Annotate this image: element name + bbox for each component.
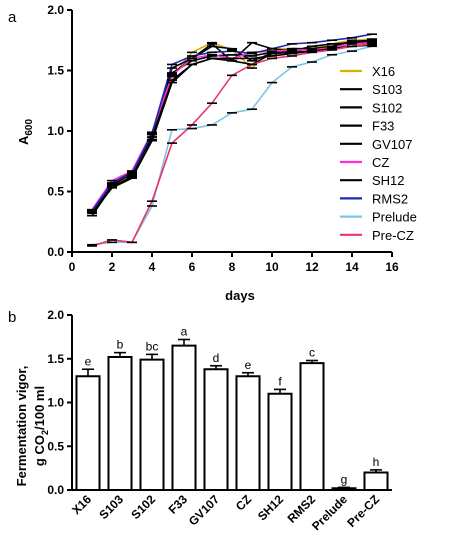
panel-a-y-axis-title-main: A — [16, 135, 31, 145]
panel-a-x-tick-label: 12 — [305, 260, 319, 274]
significance-letter-gv107: d — [213, 351, 220, 365]
bar-prelude — [331, 487, 357, 491]
panel-a-x-tick-label: 8 — [229, 260, 236, 274]
panel-a-x-tick-label: 0 — [69, 260, 76, 274]
legend-label-s103: S103 — [372, 82, 402, 97]
significance-letter-pre-cz: h — [373, 455, 380, 469]
bar-rms2 — [299, 362, 325, 491]
series-line-x16 — [91, 38, 373, 213]
panel-b-y-axis-title-line1: Fermentation vigor, — [14, 366, 29, 487]
series-line-f33 — [91, 43, 373, 212]
panel-a-x-tick-label: 10 — [265, 260, 279, 274]
panel-a-y-tick-label: 2.0 — [47, 3, 64, 17]
bar-s102 — [139, 358, 165, 491]
x-tick-label-pre-cz: Pre-CZ — [344, 492, 382, 530]
bar-sh12 — [267, 392, 293, 491]
panel-a-y-tick-label: 0.5 — [47, 185, 64, 199]
panel-a-label: a — [8, 9, 17, 26]
panel-b-label: b — [8, 309, 16, 326]
series-line-gv107 — [91, 41, 373, 217]
panel-b-y-axis-title-line2-suffix: /100 ml — [32, 386, 47, 430]
panel-a-x-axis-title: days — [225, 288, 255, 303]
panel-a-x-tick-label: 6 — [189, 260, 196, 274]
significance-letter-x16: e — [85, 354, 92, 368]
panel-b-y-tick-label: 2.0 — [47, 308, 64, 322]
significance-letter-f33: a — [181, 325, 188, 339]
significance-letter-s103: b — [117, 338, 124, 352]
panel-a-y-axis-title: A600 — [16, 119, 35, 146]
panel-a-x-tick-label: 16 — [385, 260, 399, 274]
panel-a-y-tick-label: 1.5 — [47, 64, 64, 78]
series-line-cz — [91, 41, 373, 211]
panel-a-y-axis-title-subscript: 600 — [24, 119, 35, 136]
x-tick-label-cz: CZ — [233, 492, 254, 513]
panel-b-y-tick-label: 1.0 — [47, 396, 64, 410]
bar-cz — [235, 375, 261, 491]
panel-b-y-tick-label: 1.5 — [47, 352, 64, 366]
x-tick-label-gv107: GV107 — [186, 492, 223, 529]
significance-letter-s102: bc — [146, 339, 159, 353]
significance-letter-cz: e — [245, 358, 252, 372]
panel-b-y-axis-title-line2: g CO2/100 ml — [32, 386, 50, 466]
panel-a-x-tick-label: 2 — [109, 260, 116, 274]
x-tick-label-x16: X16 — [69, 492, 94, 517]
panel-b-y-axis-title-subscript: 2 — [40, 430, 50, 435]
legend-label-x16: X16 — [372, 64, 395, 79]
legend-label-rms2: RMS2 — [372, 191, 408, 206]
x-tick-label-s102: S102 — [128, 492, 158, 522]
panel-b-bar-chart: b 0.0 0.5 1.0 1.5 2.0 Fermentation vigor, g … — [8, 308, 392, 533]
panel-b-y-tick-label: 0.5 — [47, 439, 64, 453]
legend-label-cz: CZ — [372, 155, 389, 170]
bar-gv107 — [203, 368, 229, 491]
legend-label-f33: F33 — [372, 119, 394, 134]
significance-letter-rms2: c — [309, 346, 315, 360]
panel-a-x-tick-label: 4 — [149, 260, 156, 274]
series-line-sh12 — [91, 44, 373, 214]
x-tick-label-s103: S103 — [96, 492, 126, 522]
x-tick-label-sh12: SH12 — [255, 492, 286, 523]
x-tick-label-f33: F33 — [166, 492, 191, 517]
series-line-pre-cz — [91, 43, 373, 247]
legend-label-gv107: GV107 — [372, 137, 412, 152]
panel-a-x-tick-label: 14 — [345, 260, 359, 274]
panel-b-bars: eX16bS103bcS102aF33dGV107eCZfSH12cRMS2gP… — [69, 325, 389, 533]
panel-b-y-tick-label: 0.0 — [47, 483, 64, 497]
significance-letter-prelude: g — [341, 472, 348, 486]
panel-a-y-tick-label: 0.0 — [47, 245, 64, 259]
panel-a-axes: 0.0 0.5 1.0 1.5 2.0 0 2 4 6 8 10 12 14 16 — [47, 3, 399, 274]
panel-b-y-axis-title-line2-prefix: g CO — [32, 435, 47, 466]
legend-label-s102: S102 — [372, 100, 402, 115]
bar-x16 — [75, 375, 101, 491]
bar-f33 — [171, 344, 197, 491]
panel-a-line-chart: a 0.0 0.5 1.0 1.5 2.0 0 2 4 6 8 10 12 14 16 A600 days… — [8, 3, 417, 303]
legend-label-prelude: Prelude — [372, 210, 417, 225]
legend-label-pre-cz: Pre-CZ — [372, 228, 414, 243]
panel-a-y-tick-label: 1.0 — [47, 124, 64, 138]
bar-pre-cz — [363, 471, 389, 491]
x-tick-label-prelude: Prelude — [309, 492, 350, 533]
panel-a-legend: X16 S103 S102 F33 GV107 CZ SH12 RMS2 Prelude Pre-… — [340, 64, 417, 243]
bar-s103 — [107, 356, 133, 491]
legend-label-sh12: SH12 — [372, 173, 405, 188]
significance-letter-sh12: f — [278, 374, 282, 388]
series-line-s103 — [91, 39, 373, 213]
panel-a-series — [87, 33, 377, 247]
series-line-s102 — [91, 40, 373, 214]
